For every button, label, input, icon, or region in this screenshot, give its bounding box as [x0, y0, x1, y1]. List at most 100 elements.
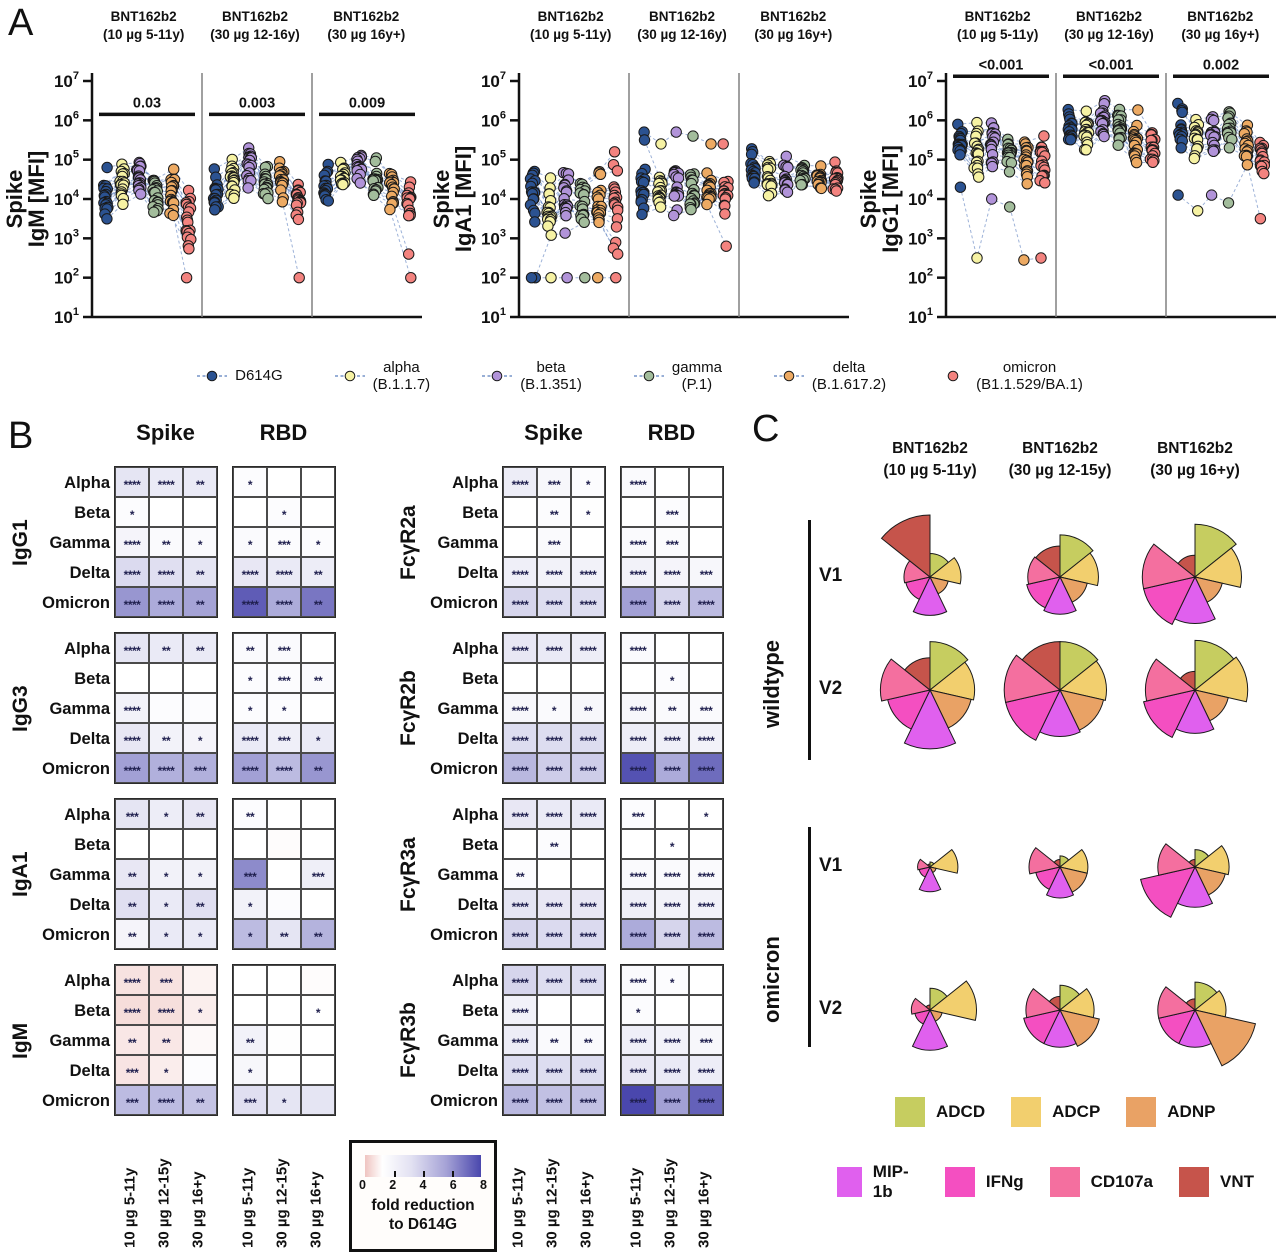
scatter-series-beta	[668, 126, 685, 222]
heatmap-cell: ****	[503, 467, 537, 497]
heatmap-cell	[301, 467, 335, 497]
wedge-MIP-1b	[1043, 575, 1077, 615]
heatmap-cell: ****	[655, 587, 689, 617]
heatmap-cell: ****	[655, 889, 689, 919]
wedge-MIP-1b	[903, 688, 957, 750]
heatmap-cell: ****	[503, 1085, 537, 1115]
heatmap-cell: **	[115, 919, 149, 949]
scatter-series-delta	[273, 156, 290, 208]
flower-plot-omicron-V1-col3	[1140, 843, 1230, 918]
heatmap-cell: **	[183, 587, 217, 617]
wedge-ADCD	[1059, 534, 1094, 579]
heatmap-cell: ****	[149, 1085, 183, 1115]
column-label: 30 µg 16+y	[189, 1171, 207, 1248]
heatmap-cell	[503, 663, 537, 693]
y-tick-label: 102	[481, 267, 506, 288]
heatmap-cell: *	[267, 1085, 301, 1115]
legend-label: beta (B.1.351)	[520, 358, 582, 393]
heatmap-cell: ****	[503, 1025, 537, 1055]
heatmap-cell: ****	[267, 557, 301, 587]
row-label-delta: Delta	[457, 729, 498, 748]
heatmap-cell: **	[537, 1025, 571, 1055]
heatmap-cell: ****	[655, 919, 689, 949]
group-header: BNT162b2 (30 µg 12-16y)	[1064, 9, 1154, 43]
y-tick-label: 102	[908, 267, 933, 288]
row-label-beta: Beta	[74, 503, 110, 522]
heatmap-grid-FcγR3b-spike: **** **** **** **** **** ** ** **** **** **** ****…	[502, 964, 606, 1116]
heatmap-cell: *	[233, 693, 267, 723]
y-tick-label: 105	[908, 149, 933, 170]
wedge-CD107a	[917, 858, 932, 871]
y-axis-label: SpikeIgG1 [MFI]	[856, 145, 903, 253]
heatmap-cell: ****	[537, 965, 571, 995]
heatmap-cell: **	[183, 889, 217, 919]
scatter-series-D614G	[952, 118, 968, 193]
flower-plot-wildtype-V1-col3	[1141, 523, 1242, 626]
heatmap-cell	[689, 467, 723, 497]
antigen-header-rbd: RBD	[647, 420, 696, 445]
p-value: 0.009	[349, 95, 385, 111]
heatmap-cell: ****	[689, 889, 723, 919]
heatmap-cell: **	[183, 633, 217, 663]
heatmap-cell	[267, 799, 301, 829]
heatmap-cell	[689, 829, 723, 859]
heatmap-cell: ****	[503, 633, 537, 663]
group-header: BNT162b2 (30 µg 16y+)	[754, 9, 833, 43]
row-label-gamma: Gamma	[437, 699, 498, 718]
legend-item-delta: delta (B.1.617.2)	[773, 359, 886, 394]
scatter-series-gamma	[1001, 133, 1018, 213]
heatmap-cell: ****	[655, 557, 689, 587]
row-label-beta: Beta	[74, 835, 110, 854]
heatmap-cell	[537, 663, 571, 693]
c-legend-item-IFNg: IFNg	[944, 1167, 1024, 1197]
heatmap-cell: **	[571, 693, 605, 723]
scatter-series-D614G	[524, 165, 542, 284]
scatter-series-alpha	[761, 155, 778, 202]
row-label-omicron: Omicron	[430, 925, 498, 944]
heatmap-cell: *	[571, 467, 605, 497]
legend-marker-delta	[773, 370, 804, 382]
heatmap-cell: **	[183, 467, 217, 497]
heatmap-cell: ****	[115, 753, 149, 783]
legend-marker-gamma	[633, 370, 664, 382]
heatmap-cell: **	[149, 527, 183, 557]
column-label: 30 µg 16+y	[307, 1171, 325, 1248]
colorbar-tick: 8	[480, 1178, 487, 1192]
wedge-ADCP	[1193, 547, 1242, 588]
heatmap-cell: ****	[503, 1055, 537, 1085]
heatmap-cell: ****	[621, 1055, 655, 1085]
wedge-ADCP	[1193, 845, 1230, 876]
y-tick-label: 102	[54, 267, 79, 288]
c-legend-label: ADCD	[936, 1102, 986, 1121]
heatmap-cell: ****	[503, 723, 537, 753]
row-label-beta: Beta	[462, 669, 498, 688]
heatmap-cell: ****	[655, 859, 689, 889]
scatter-series-delta	[383, 167, 400, 216]
heatmap-cell: **	[115, 1025, 149, 1055]
heatmap-cell: ****	[621, 557, 655, 587]
group-label-FcγR3b: FcγR3b	[397, 1002, 420, 1079]
heatmap-cell: *	[233, 1055, 267, 1085]
flower-plot-wildtype-V2-col1	[879, 641, 976, 750]
scatter-series-gamma	[1112, 103, 1128, 151]
wedge-VNT	[1035, 545, 1061, 579]
heatmap-cell: ****	[503, 557, 537, 587]
scatter-series-omicron	[290, 178, 307, 284]
heatmap-cell: ****	[149, 995, 183, 1025]
heatmap-cell: ****	[537, 753, 571, 783]
group-label-FcγR2b: FcγR2b	[397, 670, 420, 747]
heatmap-cell: ****	[689, 753, 723, 783]
scatter-plot-IgM [MFI]: SpikeIgM [MFI] 101 102 103 104 105 106 107 0.03 0…	[2, 70, 422, 327]
heatmap-cell: *	[149, 799, 183, 829]
heatmap-cell: ****	[149, 467, 183, 497]
row-label-wildtype-V1: V1	[819, 565, 843, 586]
heatmap-cell	[655, 799, 689, 829]
heatmap-cell: ****	[571, 919, 605, 949]
heatmap-cell: ****	[115, 693, 149, 723]
heatmap-cell	[655, 467, 689, 497]
wedge-VNT	[1048, 995, 1061, 1012]
panel-a-subplot-igm: BNT162b2 (10 µg 5-11y) BNT162b2 (30 µg 12-1…	[0, 0, 426, 345]
heatmap-cell: ****	[115, 527, 149, 557]
wedge-MIP-1b	[911, 1008, 949, 1051]
